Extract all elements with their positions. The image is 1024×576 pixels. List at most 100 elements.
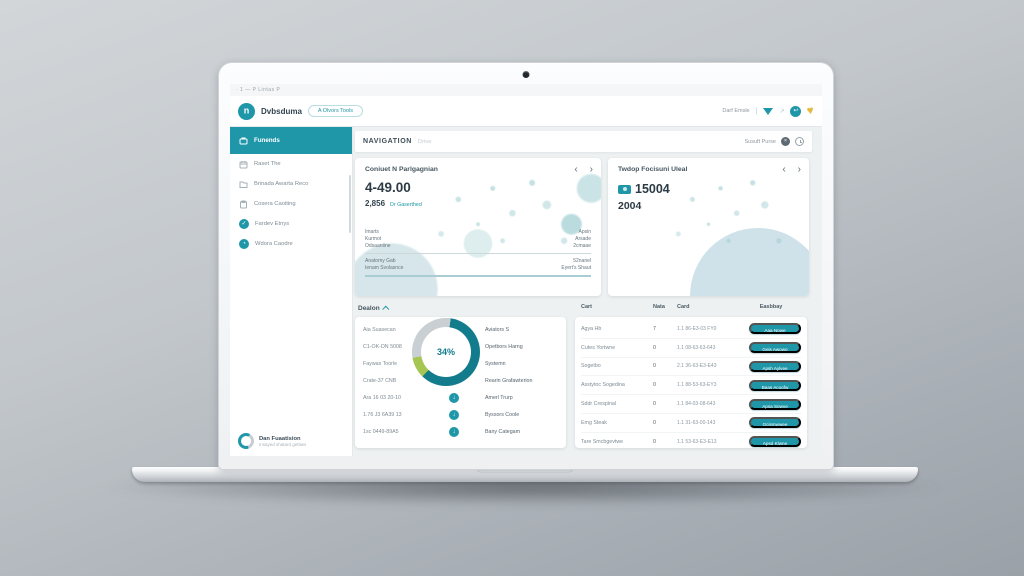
- laptop-base: [132, 467, 918, 482]
- dealer-code: Faywas Toorle: [363, 360, 398, 367]
- footer-subtitle: Insayed shatard gettiws: [259, 441, 307, 447]
- footer-ring-logo-icon: [238, 433, 254, 449]
- position-primary-row: 15004: [618, 182, 670, 196]
- order-name: Sogetbo: [581, 363, 601, 370]
- orders-card: Agya Hb 7 1.1 86-E3-03 FY0 Aaa Nowe Cute…: [575, 317, 807, 448]
- dealer-row: Faywas Toorle Systemn: [363, 355, 558, 372]
- sidebar-item-label: Raset The: [254, 161, 281, 167]
- laptop-shadow: [95, 477, 955, 507]
- order-action-button[interactable]: Apsa Sowve: [749, 398, 801, 410]
- sidebar-item-brinada[interactable]: Brinada Awarta Reco: [230, 174, 352, 194]
- sidebar-item-raset[interactable]: Raset The: [230, 154, 352, 174]
- program-sub-value: 2,856: [365, 199, 386, 208]
- dealers-card: Aia Suasecan Aviators S C1-OK-DN 5008 Op…: [355, 317, 566, 448]
- table-row: Asstytoc Sogedina 0 1.1 88-53-63-EY3 Baa…: [581, 375, 801, 394]
- navbar: NAVIGATION Drive Susuft Purse ×: [355, 131, 812, 152]
- brand-logo-icon: n: [238, 102, 255, 120]
- sidebar-item-cosera[interactable]: Cosera Caoiting: [230, 194, 352, 214]
- download-icon[interactable]: ↓: [449, 392, 459, 403]
- table-row: Emg Steak 0 1.1 31-63-00-143 Gcismwwee: [581, 412, 801, 432]
- decorative-speckles: [355, 158, 601, 296]
- check-circle-icon: ✓: [239, 219, 249, 229]
- order-code: 1.1 31-63-00-143: [677, 419, 716, 426]
- tools-button[interactable]: A Olvors Tools: [307, 105, 363, 117]
- cash-icon: [618, 184, 631, 194]
- stat-line: 52nanel: [573, 258, 591, 264]
- order-action-button[interactable]: Apsd Klwne: [749, 436, 801, 448]
- dealer-code: 1sc 0449-89A5: [363, 428, 399, 435]
- dealer-code: Ara 16 03 20-10: [363, 394, 401, 401]
- download-icon[interactable]: ↓: [449, 409, 459, 420]
- stat-left-col: Anatomy Gab Ienam Svolasnce: [365, 258, 403, 272]
- sidebar-item-label: Cosera Caoiting: [254, 201, 296, 207]
- program-sub-row: 2,856 Dr Gaserthed: [365, 199, 422, 208]
- history-clock-icon[interactable]: [795, 137, 804, 146]
- prev-arrow-icon[interactable]: ‹: [574, 164, 578, 175]
- app-window: · 1 — P Lintas P n Dvbsduma A Olvors Too…: [230, 84, 822, 456]
- reply-circle-icon[interactable]: ↩: [790, 105, 802, 117]
- pie-circle-icon: ◔: [239, 239, 249, 249]
- order-action-button[interactable]: Aaa Nowe: [749, 323, 801, 335]
- stat-group-1: Imarts Kurmot Odsaantine Apsin Arsade 2c…: [365, 229, 591, 254]
- dropdown-triangle-icon[interactable]: [763, 107, 774, 115]
- settings-circle-icon[interactable]: ×: [781, 137, 790, 146]
- table-row: Agya Hb 7 1.1 86-E3-03 FY0 Aaa Nowe: [581, 320, 801, 338]
- brand-name: Dvbsduma: [261, 106, 302, 116]
- share-icon[interactable]: ↗: [779, 108, 785, 115]
- stat-line: Ienam Svolasnce: [365, 265, 404, 271]
- stat-line: Eyert's Shaut: [561, 265, 591, 271]
- stat-group-2: Anatomy Gab Ienam Svolasnce 52nanel Eyer…: [365, 258, 591, 277]
- favorite-heart-icon[interactable]: ♥: [806, 104, 815, 118]
- order-name: Asstytoc Sogedina: [581, 382, 625, 389]
- order-count: 0: [653, 438, 656, 445]
- sidebar-scrollbar[interactable]: [349, 175, 351, 233]
- order-code: 1.1 08-63-63-643: [677, 344, 716, 351]
- order-action-button[interactable]: Gcismwwee: [749, 417, 801, 429]
- program-stats: Imarts Kurmot Odsaantine Apsin Arsade 2c…: [365, 229, 591, 281]
- order-action-button[interactable]: Baas Acoofw: [749, 379, 801, 391]
- dealer-mid-cell: ↓: [423, 392, 485, 403]
- navbar-actions: Susuft Purse ×: [745, 137, 804, 146]
- stat-line: Imarts: [365, 229, 379, 235]
- order-count: 0: [653, 401, 656, 408]
- dealer-row: C1-OK-DN 5008 Opetbors Harng: [363, 338, 558, 355]
- table-row: Sogetbo 0 2.1 36-63-E3-E43 Apsh Aylvee: [581, 356, 801, 376]
- dealer-name: Opetbors Harng: [485, 343, 523, 350]
- sidebar-item-fardev[interactable]: ✓ Fardev Etnys: [230, 214, 352, 234]
- sidebar-item-funends[interactable]: Funends: [230, 127, 352, 154]
- order-count: 7: [653, 325, 656, 332]
- next-arrow-icon[interactable]: ›: [589, 164, 593, 175]
- order-action-button[interactable]: Apsh Aylvee: [749, 360, 801, 372]
- col-header-nata: Nata: [653, 304, 665, 310]
- next-arrow-icon[interactable]: ›: [797, 164, 801, 175]
- laptop-lid-notch: [476, 467, 574, 473]
- position-card-title: Twdop Focisuni Uleal: [618, 166, 688, 173]
- order-code: 2.1 36-63-E3-E43: [677, 363, 717, 370]
- dealers-panel-header[interactable]: Dealon: [358, 305, 390, 313]
- order-name: Emg Steak: [581, 419, 607, 426]
- download-icon[interactable]: ↓: [449, 426, 459, 437]
- order-action-button[interactable]: Geis Awowo: [749, 342, 801, 354]
- stat-line: 2cmaae: [573, 243, 591, 249]
- webcam: [522, 71, 530, 78]
- order-name: Agya Hb: [581, 325, 602, 332]
- sidebar-footer: Dan Fuaatision Insayed shatard gettiws: [238, 433, 306, 449]
- col-header-easbbay: Easbbay: [759, 304, 783, 310]
- program-sub-link[interactable]: Dr Gaserthed: [390, 202, 422, 208]
- dealer-code: 1.76 J3 6A39 13: [363, 411, 402, 418]
- dealer-code: C1-OK-DN 5008: [363, 343, 402, 350]
- prev-arrow-icon[interactable]: ‹: [782, 164, 786, 175]
- table-row: Tare Smcbgevtwe 0 1.1 53-63-E3-E13 Apsd …: [581, 431, 801, 448]
- dealer-name: Rearin Grafawterion: [485, 377, 533, 384]
- position-card: Twdop Focisuni Uleal ‹ › 15004 2004: [608, 158, 809, 296]
- donut-percent-label: 34%: [436, 347, 455, 357]
- order-code: 1.1 53-63-E3-E13: [677, 438, 717, 445]
- position-primary-value: 15004: [635, 182, 670, 196]
- order-name: Sddr Crespinal: [581, 401, 617, 408]
- table-row: Cutes Yortwne 0 1.1 08-63-63-643 Geis Aw…: [581, 337, 801, 357]
- sidebar-item-wdora[interactable]: ◔ Wdora Caodre: [230, 234, 352, 254]
- dealer-name: Amerl Trurp: [485, 394, 513, 401]
- clipboard-icon: [240, 200, 247, 208]
- order-count: 0: [653, 363, 656, 370]
- header-divider: |: [755, 107, 758, 115]
